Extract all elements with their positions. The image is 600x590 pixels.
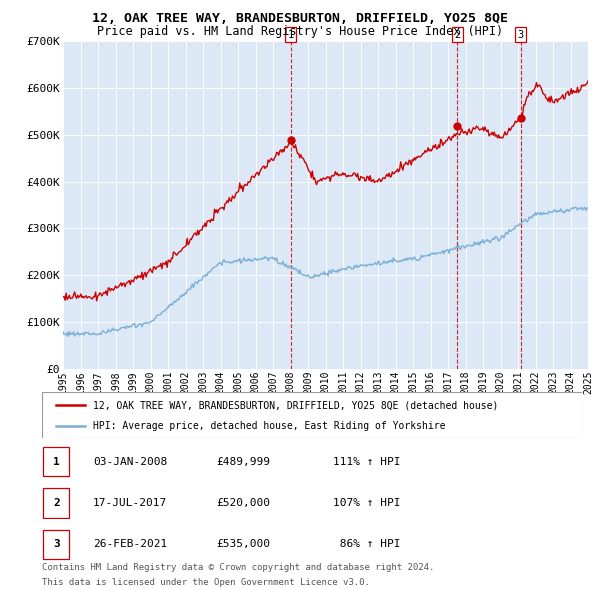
Text: 1: 1 [287,30,294,40]
Text: 03-JAN-2008: 03-JAN-2008 [93,457,167,467]
Text: 2: 2 [454,30,461,40]
Text: 107% ↑ HPI: 107% ↑ HPI [333,498,401,508]
Text: 17-JUL-2017: 17-JUL-2017 [93,498,167,508]
Text: HPI: Average price, detached house, East Riding of Yorkshire: HPI: Average price, detached house, East… [94,421,446,431]
Text: Contains HM Land Registry data © Crown copyright and database right 2024.: Contains HM Land Registry data © Crown c… [42,563,434,572]
Point [516,114,526,123]
Text: 12, OAK TREE WAY, BRANDESBURTON, DRIFFIELD, YO25 8QE (detached house): 12, OAK TREE WAY, BRANDESBURTON, DRIFFIE… [94,400,499,410]
Text: 2: 2 [53,498,60,508]
Text: 12, OAK TREE WAY, BRANDESBURTON, DRIFFIELD, YO25 8QE: 12, OAK TREE WAY, BRANDESBURTON, DRIFFIE… [92,12,508,25]
Text: Price paid vs. HM Land Registry's House Price Index (HPI): Price paid vs. HM Land Registry's House … [97,25,503,38]
Text: 3: 3 [53,539,60,549]
Text: 26-FEB-2021: 26-FEB-2021 [93,539,167,549]
Text: 111% ↑ HPI: 111% ↑ HPI [333,457,401,467]
Point [452,121,462,130]
Text: £535,000: £535,000 [216,539,270,549]
Text: 86% ↑ HPI: 86% ↑ HPI [333,539,401,549]
Text: 1: 1 [53,457,60,467]
Text: This data is licensed under the Open Government Licence v3.0.: This data is licensed under the Open Gov… [42,578,370,587]
Text: £489,999: £489,999 [216,457,270,467]
Text: 3: 3 [517,30,524,40]
Text: £520,000: £520,000 [216,498,270,508]
Point [286,135,295,145]
